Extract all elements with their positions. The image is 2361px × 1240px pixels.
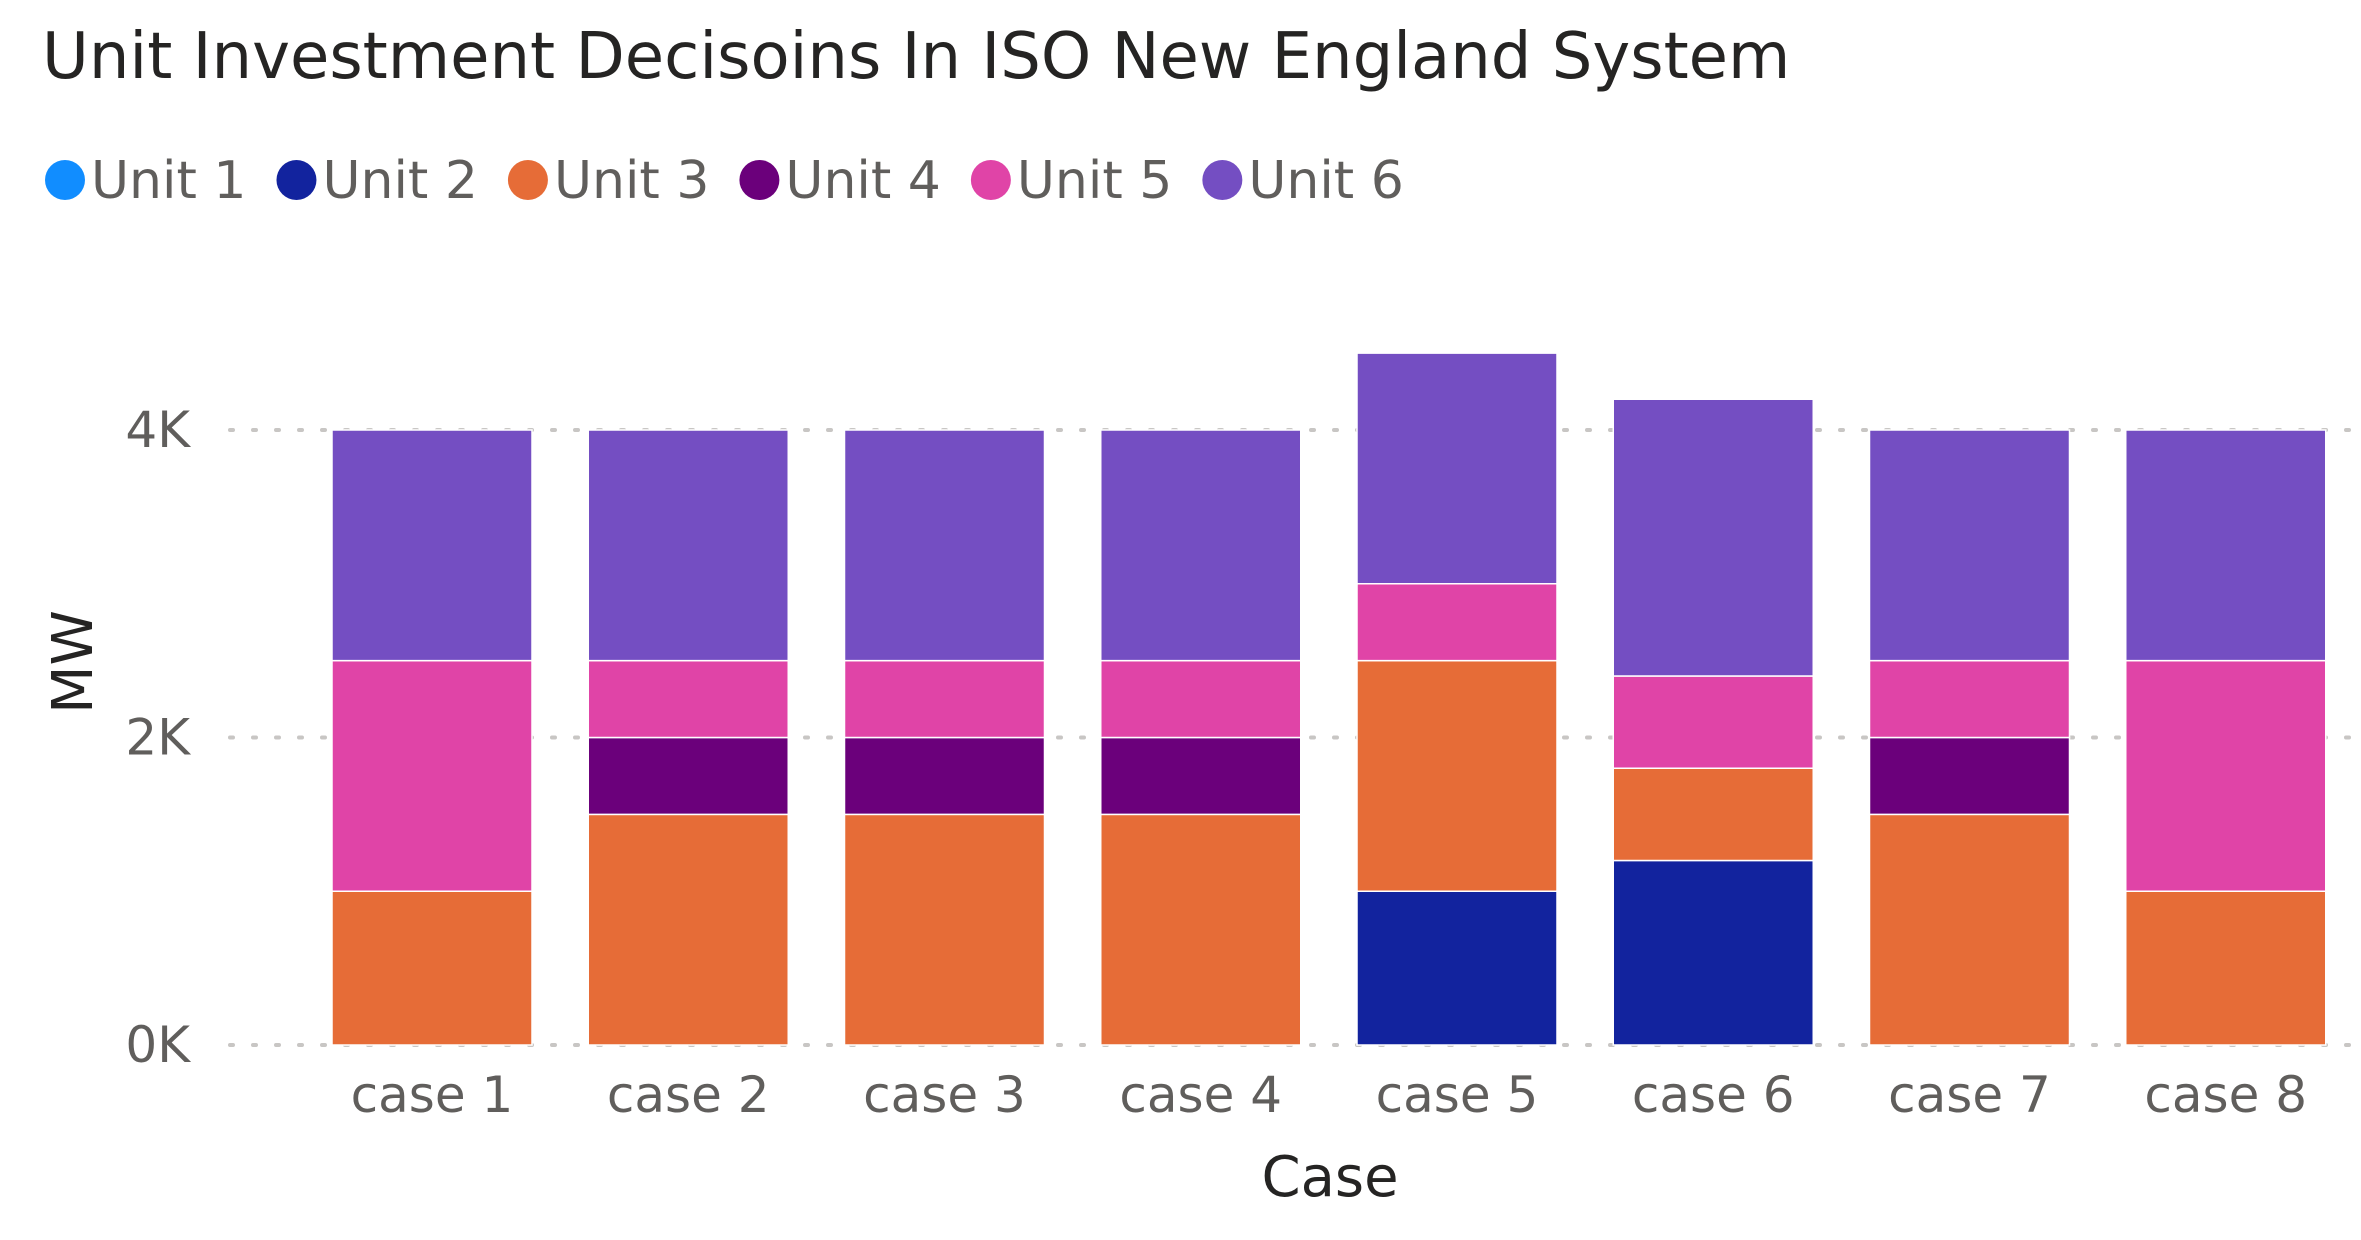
x-tick-label: case 1 [351, 1066, 514, 1124]
bar-segment[interactable] [1868, 429, 2071, 662]
bar-segment[interactable] [843, 736, 1046, 816]
x-tick-label: case 3 [863, 1066, 1026, 1124]
bar-segment[interactable] [331, 659, 533, 892]
x-tick-label: case 6 [1632, 1066, 1795, 1124]
x-tick-label: case 4 [1119, 1066, 1282, 1124]
legend-marker [970, 160, 1011, 200]
bar-segment[interactable] [1100, 659, 1302, 739]
bar-segment[interactable] [843, 429, 1046, 662]
bar-segment[interactable] [2125, 429, 2327, 662]
y-axis: 0K 2K 4K [125, 401, 191, 1074]
legend-label: Unit 5 [1017, 151, 1172, 211]
legend-label: Unit 6 [1248, 151, 1403, 211]
bar-segment[interactable] [1100, 813, 1302, 1046]
bar-segment[interactable] [587, 813, 789, 1046]
legend-marker [276, 160, 317, 200]
y-tick-label: 2K [125, 709, 191, 767]
bar-segment[interactable] [331, 890, 533, 1046]
y-tick-label: 4K [125, 401, 191, 459]
legend-label: Unit 1 [91, 151, 246, 211]
bar-segment[interactable] [331, 429, 533, 662]
bar-stack [587, 429, 789, 1046]
bar-segment[interactable] [587, 659, 789, 739]
chart-title: Unit Investment Decisoins In ISO New Eng… [42, 20, 1790, 94]
legend-item[interactable]: Unit 5 [970, 151, 1172, 211]
bar-stack [1868, 429, 2071, 1046]
bar-segment[interactable] [587, 736, 789, 816]
x-tick-label: case 8 [2144, 1066, 2307, 1124]
legend-marker [45, 160, 85, 200]
x-axis-title: Case [1261, 1145, 1398, 1210]
legend-marker [1202, 160, 1243, 200]
x-axis: case 1 case 2 case 3 case 4 case 5 case 6 case… [351, 1066, 2307, 1124]
bar-segment[interactable] [1356, 352, 1558, 585]
legend-item[interactable]: Unit 1 [45, 151, 246, 211]
bar-stack [331, 429, 533, 1046]
bar-stack [1612, 398, 1814, 1046]
legend-label: Unit 3 [554, 151, 709, 211]
legend-item[interactable]: Unit 3 [507, 151, 709, 211]
legend-marker [507, 160, 548, 200]
bar-segment[interactable] [1356, 583, 1558, 662]
legend-item[interactable]: Unit 4 [739, 151, 941, 211]
y-tick-label: 0K [125, 1016, 191, 1074]
bar-segment[interactable] [1868, 813, 2071, 1046]
bar-stack [843, 429, 1046, 1046]
legend-item[interactable]: Unit 6 [1202, 151, 1404, 211]
bar-segment[interactable] [1612, 767, 1814, 862]
bar-stack [2125, 429, 2327, 1046]
legend-marker [739, 160, 780, 200]
bar-segment[interactable] [1356, 659, 1558, 892]
bar-segment[interactable] [2125, 659, 2327, 892]
bar-segment[interactable] [843, 659, 1046, 739]
bars [331, 352, 2327, 1046]
bar-segment[interactable] [1612, 675, 1814, 769]
legend-label: Unit 2 [322, 151, 477, 211]
bar-stack [1100, 429, 1302, 1046]
x-tick-label: case 2 [607, 1066, 770, 1124]
bar-segment[interactable] [1356, 890, 1558, 1046]
x-tick-label: case 5 [1376, 1066, 1539, 1124]
legend-item[interactable]: Unit 2 [276, 151, 478, 211]
bar-segment[interactable] [1100, 736, 1302, 816]
bar-segment[interactable] [1612, 859, 1814, 1046]
legend-label: Unit 4 [785, 151, 940, 211]
bar-stack [1356, 352, 1558, 1046]
bar-segment[interactable] [1868, 659, 2071, 739]
bar-segment[interactable] [1100, 429, 1302, 662]
legend: Unit 1 Unit 2 Unit 3 Unit 4 Unit 5 Unit 6 [45, 151, 1404, 211]
bar-segment[interactable] [587, 429, 789, 662]
bar-segment[interactable] [2125, 890, 2327, 1046]
x-tick-label: case 7 [1888, 1066, 2051, 1124]
bar-segment[interactable] [1612, 398, 1814, 677]
bar-segment[interactable] [843, 813, 1046, 1046]
y-axis-title: MW [41, 610, 106, 714]
bar-segment[interactable] [1868, 736, 2071, 816]
